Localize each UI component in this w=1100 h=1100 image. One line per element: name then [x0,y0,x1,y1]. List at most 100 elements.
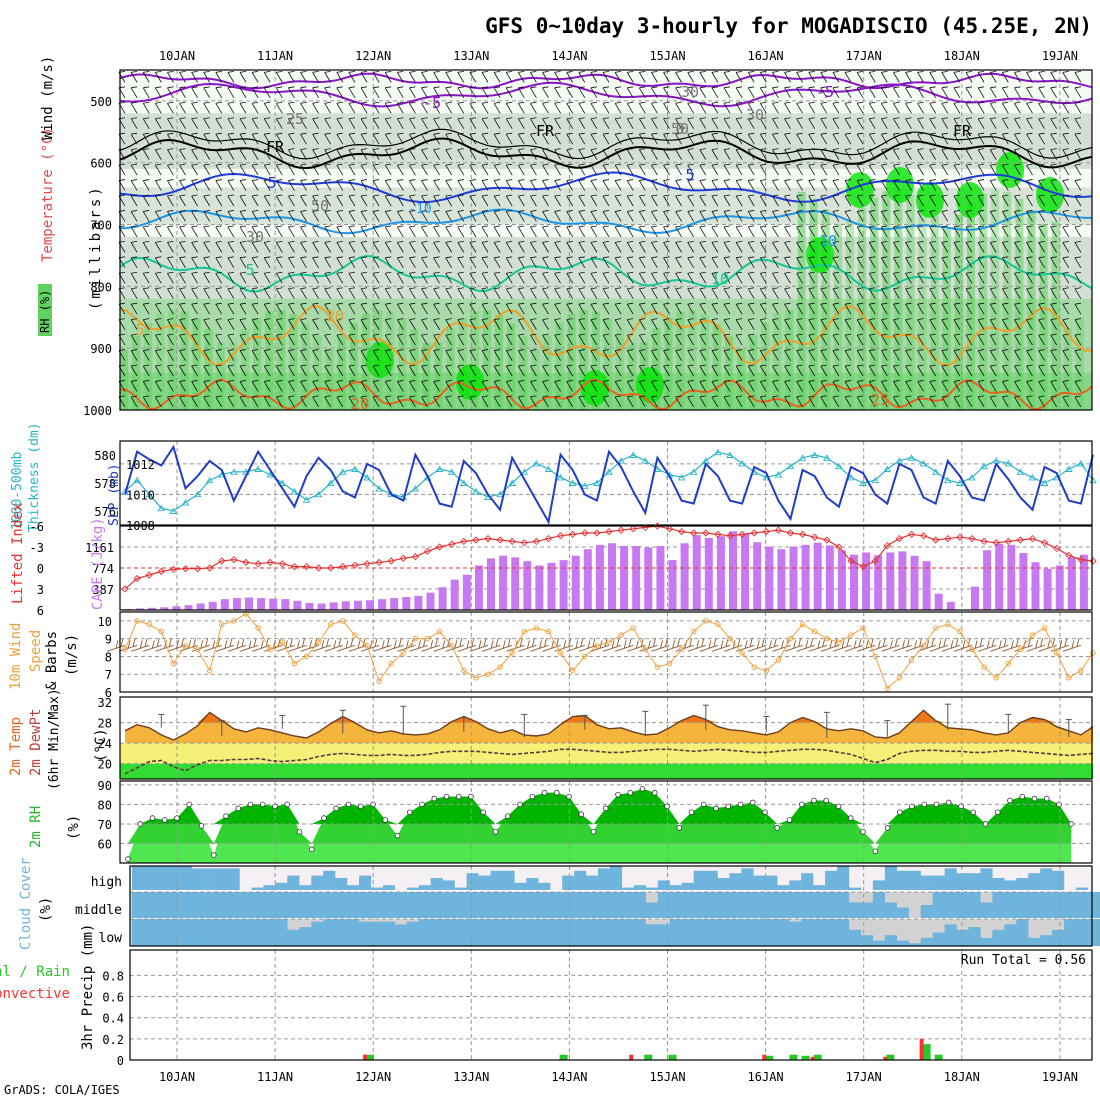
lifted-index-point [314,564,323,572]
cloud-bar-low [1088,919,1100,946]
rh-point [762,809,768,816]
wind-barb [263,364,271,377]
wind-barb [651,179,658,191]
wind-barb [372,163,380,176]
wind-barb [263,380,271,392]
wind-barb [614,256,622,269]
cloud-bar-low [191,919,204,946]
wind-speed-line [124,613,1094,690]
wind-barb [977,349,985,361]
wind-barb [409,256,416,269]
wind-barb [965,117,973,129]
wind-barb [300,395,307,408]
wind-barb [288,210,295,222]
cloud-bar-middle [275,892,288,918]
thickness-point [617,457,625,464]
wind-barb [977,256,985,269]
date-label-bottom: 15JAN [649,1070,685,1084]
wind-barb [288,364,295,377]
wind-barb [517,364,525,377]
wind-speed-point [908,657,915,663]
wind-barb [796,395,803,408]
wind-barb [203,240,211,253]
cloud-bar-low [562,919,575,946]
rh-plume [507,323,516,410]
thickness-tick-label: 580 [94,449,116,463]
cape-tick-label: 774 [92,562,114,576]
cloud-bar-middle [944,892,957,918]
thickness-point [314,490,323,498]
cloud-bar-high [478,875,491,890]
wind-barb [832,148,840,160]
rh-high-blob [806,237,834,273]
cloud-bar-low [765,919,778,946]
wind-barb [324,179,332,191]
wind-barb [179,70,186,83]
wind-barb [348,117,356,129]
rh-plume [168,310,177,410]
thickness-point [133,476,141,484]
wind-barb [1050,179,1058,191]
wind-barb [747,395,755,408]
wind-barb [602,380,610,392]
wind-barb [675,349,682,361]
date-label-top: 18JAN [944,49,980,63]
wind-barb-10m [736,638,755,652]
wind-barb [396,364,404,377]
wind-speed-point [509,650,515,656]
thickness-point [339,468,347,475]
thickness-point [254,465,262,472]
wind-barb [856,210,864,222]
wind-barb [554,86,561,99]
wind-barb [493,256,501,269]
wind-barb [735,240,743,253]
wind-barb [469,256,477,269]
rh-point [933,801,940,808]
cape-bar [971,586,979,610]
profile-contours [119,72,1093,411]
wind-barb [917,179,924,191]
wind-barb [130,364,138,377]
wind-barb [1074,70,1082,83]
lifted-index-point [351,561,359,569]
wind-speed-point [461,667,467,674]
wind-barb [893,148,900,160]
lifted-index-point [798,530,807,539]
wind-barb [820,349,828,361]
wind-barb [142,318,150,330]
rh-plume [942,228,951,410]
cape-bar [341,601,350,610]
wind-barb [602,271,610,284]
wind-barb [808,271,816,284]
wind-barb [832,349,840,361]
wind-barb [251,179,259,191]
cloud-bar-middle [956,892,969,918]
wind-barb [566,364,574,377]
wind-barb [288,271,295,284]
wind-barb [626,271,634,284]
wind-barb [493,395,501,408]
rh-point [860,828,866,835]
wind-barb [723,395,731,408]
rh-point [786,817,793,823]
rh-point [725,803,732,810]
wind-barb [445,349,453,361]
wind-barb [856,117,864,129]
wind-barb [953,395,961,408]
wind-speed-point [170,660,177,667]
wind-barb [517,132,525,145]
rh-plume [349,322,358,410]
wind-barb [784,70,791,83]
wind-barb [275,333,283,346]
wind-barb [275,395,283,408]
wind-barb [263,117,271,129]
wind-barb [1038,86,1045,99]
wind-barb [808,117,816,129]
wind-barb [300,86,307,99]
contour-label: 25 [871,391,889,409]
thickness-point [278,479,287,486]
cape-bar [825,545,834,610]
wind-barb [324,86,332,99]
wind-barb [154,210,162,222]
wind-barb [566,240,574,253]
